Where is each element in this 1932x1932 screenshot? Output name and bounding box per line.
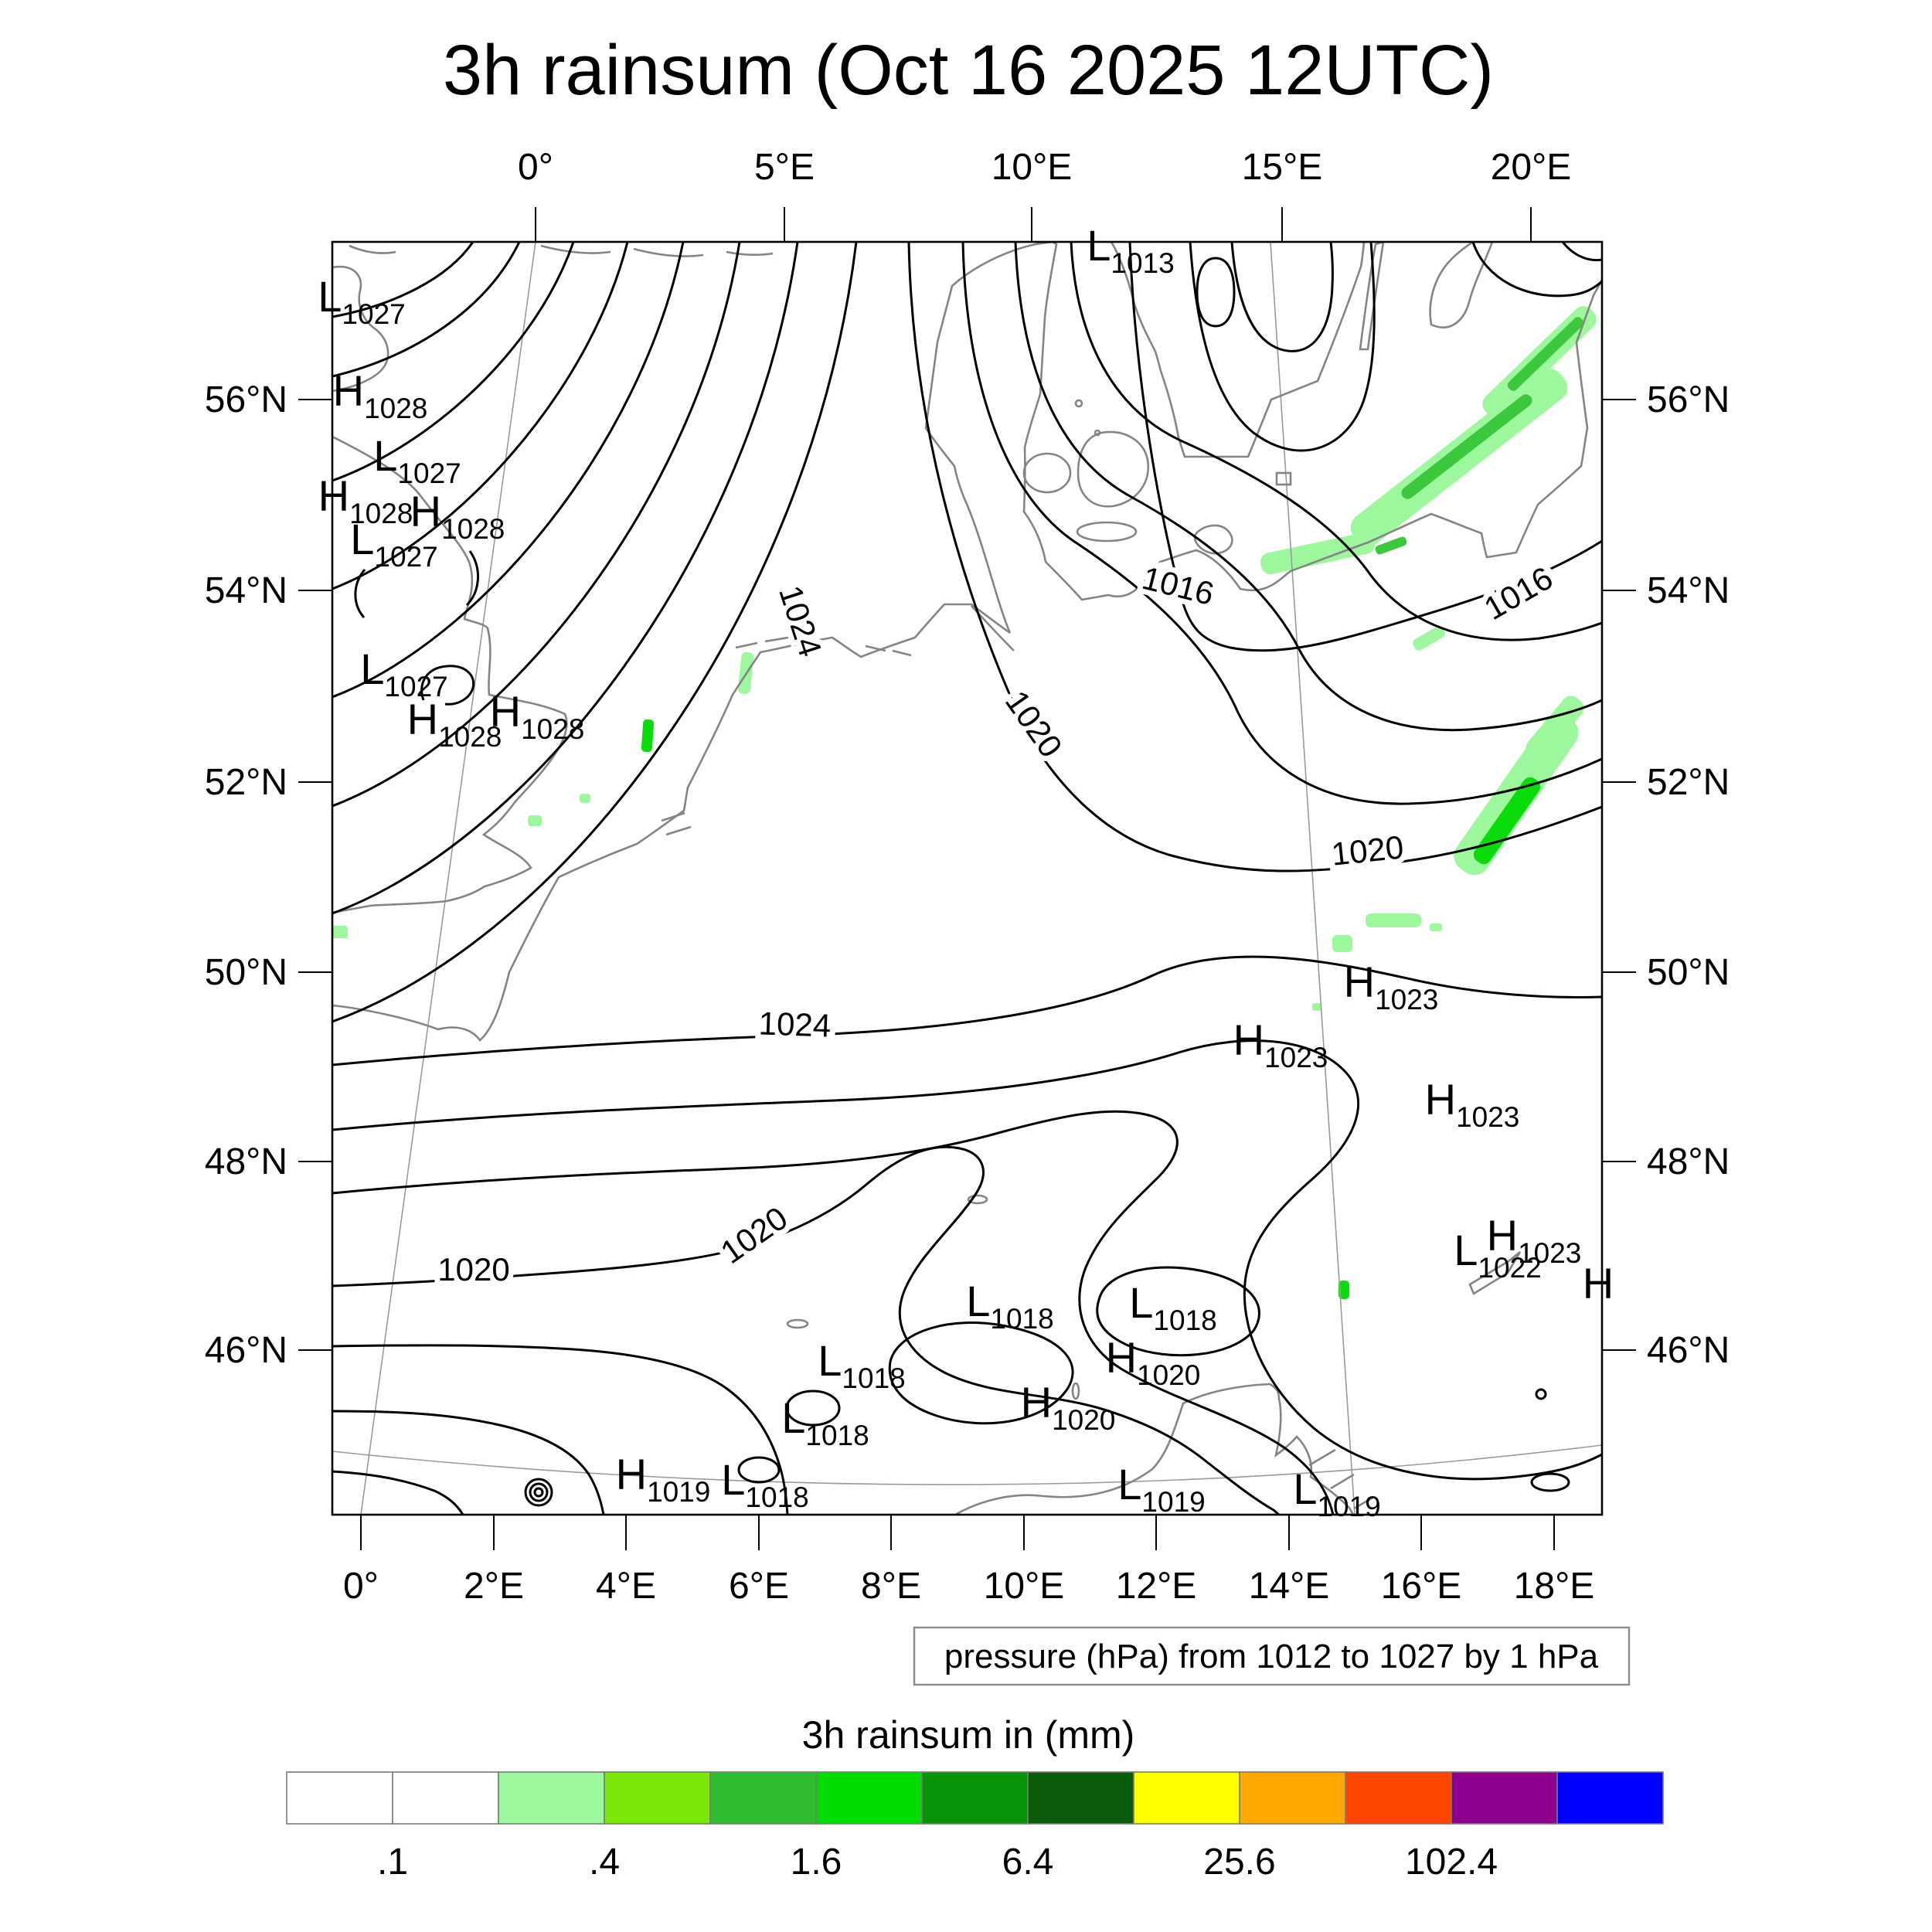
pressure-center-high: H1019	[616, 1450, 711, 1508]
colorbar-tick-label: .1	[377, 1842, 408, 1883]
axis-label-left: 56°N	[205, 379, 287, 420]
colorbar-cell	[1133, 1771, 1240, 1825]
axis-label-left: 48°N	[205, 1141, 287, 1182]
colorbar-cell	[286, 1771, 393, 1825]
colorbar-cell	[1345, 1771, 1452, 1825]
pressure-center-high: H1023	[1344, 957, 1439, 1015]
pressure-center-low: L1027	[360, 645, 447, 702]
colorbar-cell	[921, 1771, 1029, 1825]
colorbar-cell	[815, 1771, 923, 1825]
axis-label-top: 10°E	[992, 147, 1073, 188]
isobar-value-label: 1016	[1138, 560, 1217, 612]
pressure-center-low: L1027	[350, 515, 437, 573]
graticule	[332, 242, 1602, 1515]
colorbar-cell	[604, 1771, 711, 1825]
pressure-center-high: H1028	[318, 471, 413, 529]
pressure-center-low: L1022	[1454, 1226, 1541, 1284]
colorbar-cell	[1239, 1771, 1346, 1825]
axis-label-top: 0°	[518, 147, 553, 188]
axis-label-right: 54°N	[1647, 570, 1730, 611]
colorbar-tick-label: 102.4	[1405, 1842, 1498, 1883]
pressure-center-high: H1023	[1233, 1015, 1328, 1073]
pressure-center-low: L1019	[1293, 1464, 1380, 1522]
pressure-center-labels: L1027H1028L1027H1028H1028L1027L1027H1028…	[318, 221, 1614, 1522]
pressure-center-low: L1027	[373, 431, 461, 489]
axis-label-bottom: 10°E	[984, 1566, 1065, 1607]
axis-label-right: 48°N	[1647, 1141, 1730, 1182]
pressure-center-high: H1020	[1021, 1378, 1116, 1436]
axis-label-left: 50°N	[205, 952, 287, 993]
pressure-legend-text: pressure (hPa) from 1012 to 1027 by 1 hP…	[944, 1638, 1599, 1675]
axis-label-bottom: 14°E	[1249, 1566, 1330, 1607]
colorbar	[286, 1771, 1664, 1825]
colorbar-cell	[1027, 1771, 1134, 1825]
isobar-value-label: 1020	[714, 1199, 794, 1270]
axis-label-top: 15°E	[1242, 147, 1323, 188]
axis-label-bottom: 2°E	[464, 1566, 524, 1607]
pressure-center-high: H1023	[1487, 1211, 1582, 1269]
colorbar-cell	[498, 1771, 605, 1825]
pressure-center-low: L1018	[781, 1393, 869, 1451]
colorbar-tick-label: 6.4	[1002, 1842, 1054, 1883]
pressure-center-low: L1019	[1117, 1460, 1205, 1518]
axis-label-bottom: 0°	[343, 1566, 379, 1607]
pressure-center-high: H	[1583, 1259, 1614, 1308]
axis-label-right: 46°N	[1647, 1330, 1730, 1371]
axis-label-bottom: 6°E	[729, 1566, 789, 1607]
isobar-contours	[332, 242, 1602, 1515]
colorbar-cell	[392, 1771, 499, 1825]
pressure-center-low: L1018	[966, 1277, 1053, 1335]
axis-labels: 0° 5°E 10°E 15°E 20°E 0° 2°E 4°E 6°E 8°E 10°E 12°E 1…	[205, 147, 1730, 1607]
colorbar-cell	[1451, 1771, 1558, 1825]
pressure-center-low: L1027	[318, 272, 405, 330]
axis-label-right: 56°N	[1647, 379, 1730, 420]
axis-label-left: 52°N	[205, 762, 287, 803]
pressure-center-low: L1018	[818, 1336, 905, 1394]
axis-label-top: 5°E	[754, 147, 815, 188]
pressure-center-high: H1020	[1106, 1333, 1201, 1391]
axis-label-bottom: 18°E	[1514, 1566, 1595, 1607]
colorbar-title: 3h rainsum in (mm)	[802, 1713, 1135, 1757]
pressure-center-high: H1028	[333, 366, 428, 424]
coastline	[332, 242, 1602, 1515]
axis-label-bottom: 4°E	[596, 1566, 656, 1607]
axis-label-right: 50°N	[1647, 952, 1730, 993]
isobar-value-label: 1020	[437, 1251, 509, 1287]
pressure-center-low: L1018	[1129, 1278, 1216, 1336]
colorbar-tick-label: 25.6	[1203, 1842, 1275, 1883]
pressure-center-high: H1023	[1425, 1075, 1520, 1133]
map-frame	[331, 240, 1604, 1516]
axis-label-top: 20°E	[1491, 147, 1572, 188]
colorbar-tick-label: 1.6	[791, 1842, 842, 1883]
isobar-value-label: 1020	[1330, 828, 1406, 872]
colorbar-cell	[709, 1771, 817, 1825]
colorbar-tick-labels: .1 .4 1.6 6.4 25.6 102.4	[377, 1842, 1498, 1883]
axis-label-bottom: 16°E	[1381, 1566, 1462, 1607]
pressure-center-high: H1028	[490, 687, 585, 745]
colorbar-cell	[1556, 1771, 1664, 1825]
pressure-legend-box	[913, 1626, 1631, 1686]
pressure-center-low: L1013	[1087, 221, 1174, 279]
axis-label-bottom: 12°E	[1116, 1566, 1197, 1607]
axis-label-bottom: 8°E	[861, 1566, 921, 1607]
axis-ticks	[298, 207, 1636, 1550]
page-title: 3h rainsum (Oct 16 2025 12UTC)	[443, 31, 1494, 110]
axis-label-left: 46°N	[205, 1330, 287, 1371]
pressure-center-high: H1028	[410, 487, 505, 545]
colorbar-tick-label: .4	[589, 1842, 620, 1883]
axis-label-right: 52°N	[1647, 762, 1730, 803]
pressure-center-low: L1018	[721, 1455, 808, 1513]
isobar-value-label: 1024	[758, 1005, 832, 1043]
axis-label-left: 54°N	[205, 570, 287, 611]
pressure-center-high: H1028	[407, 695, 502, 753]
